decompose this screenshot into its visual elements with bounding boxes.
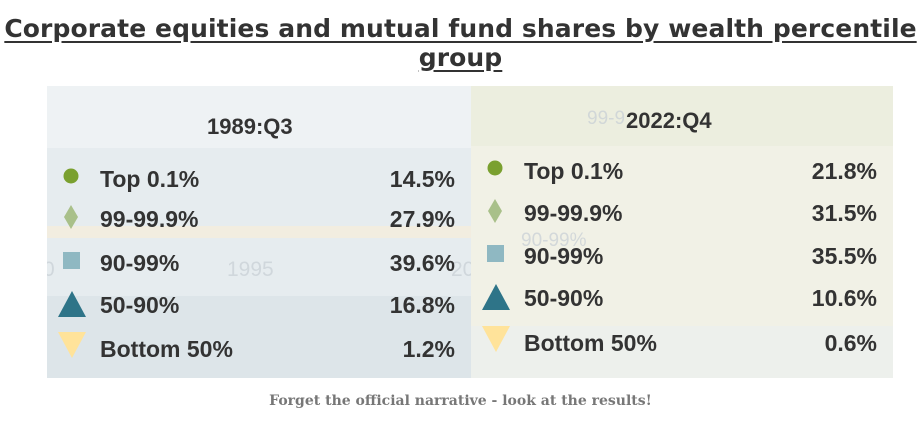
background-band (471, 86, 893, 146)
share-value: 35.5% (811, 243, 877, 269)
legend-row: 90-99% 39.6% (47, 248, 471, 282)
group-label: Top 0.1% (100, 166, 200, 192)
group-label: Top 0.1% (524, 158, 624, 184)
share-value: 14.5% (389, 166, 455, 192)
group-label: 50-90% (100, 292, 180, 318)
background-band (47, 296, 471, 378)
share-value: 0.6% (824, 330, 877, 356)
legend-row: Bottom 50% 1.2% (47, 332, 471, 368)
group-label: 90-99% (100, 250, 180, 276)
group-label: 99-99.9% (100, 206, 199, 232)
legend-row: Top 0.1% 14.5% (47, 164, 471, 198)
triangle-up-marker-icon (482, 284, 510, 310)
ghost-tick-label: 1995 (227, 258, 274, 281)
group-label: 99-99.9% (524, 200, 623, 226)
square-marker-icon (487, 245, 504, 262)
background-band (47, 226, 471, 238)
legend-row: 99-99.9% 31.5% (471, 198, 893, 232)
legend-row: 90-99% 35.5% (471, 241, 893, 275)
group-label: 50-90% (524, 285, 604, 311)
square-marker-icon (63, 252, 80, 269)
triangle-down-marker-icon (482, 326, 510, 352)
share-value: 27.9% (389, 206, 455, 232)
period-label: 2022:Q4 (626, 108, 712, 133)
page-title: Corporate equities and mutual fund share… (4, 14, 917, 72)
legend-row: 50-90% 16.8% (47, 290, 471, 324)
circle-marker-icon (63, 168, 79, 184)
diamond-marker-icon (64, 205, 78, 229)
share-value: 16.8% (389, 292, 455, 318)
background-band (471, 326, 893, 378)
group-label: 90-99% (524, 243, 604, 269)
legend-row: 50-90% 10.6% (471, 283, 893, 317)
panel-1989q3: 0 1995 20 1989:Q3 Top 0.1% 14.5% 99-99.9… (47, 86, 471, 378)
share-value: 31.5% (811, 200, 877, 226)
tooltip-comparison-figure: 0 1995 20 1989:Q3 Top 0.1% 14.5% 99-99.9… (47, 86, 893, 378)
triangle-up-marker-icon (58, 291, 86, 317)
share-value: 39.6% (389, 250, 455, 276)
ghost-tooltip-text: 90-99% (521, 230, 587, 251)
ghost-tick-label: 0 (47, 258, 55, 281)
triangle-down-marker-icon (58, 332, 86, 358)
share-value: 10.6% (811, 285, 877, 311)
share-value: 1.2% (402, 336, 455, 362)
legend-row: 99-99.9% 27.9% (47, 204, 471, 238)
diamond-marker-icon (488, 199, 502, 223)
legend-row: Top 0.1% 21.8% (471, 156, 893, 190)
ghost-tooltip-text: 99-9 (587, 108, 626, 129)
period-label: 1989:Q3 (207, 114, 293, 139)
legend-row: Bottom 50% 0.6% (471, 326, 893, 362)
circle-marker-icon (487, 160, 503, 176)
panel-2022q4: 99-9 90-99% 2022:Q4 Top 0.1% 21.8% 99-99… (471, 86, 893, 378)
figure-caption: Forget the official narrative - look at … (269, 393, 652, 409)
ghost-tick-label: 20 (451, 258, 471, 281)
background-band (47, 86, 471, 148)
group-label: Bottom 50% (524, 330, 657, 356)
group-label: Bottom 50% (100, 336, 233, 362)
share-value: 21.8% (811, 158, 877, 184)
